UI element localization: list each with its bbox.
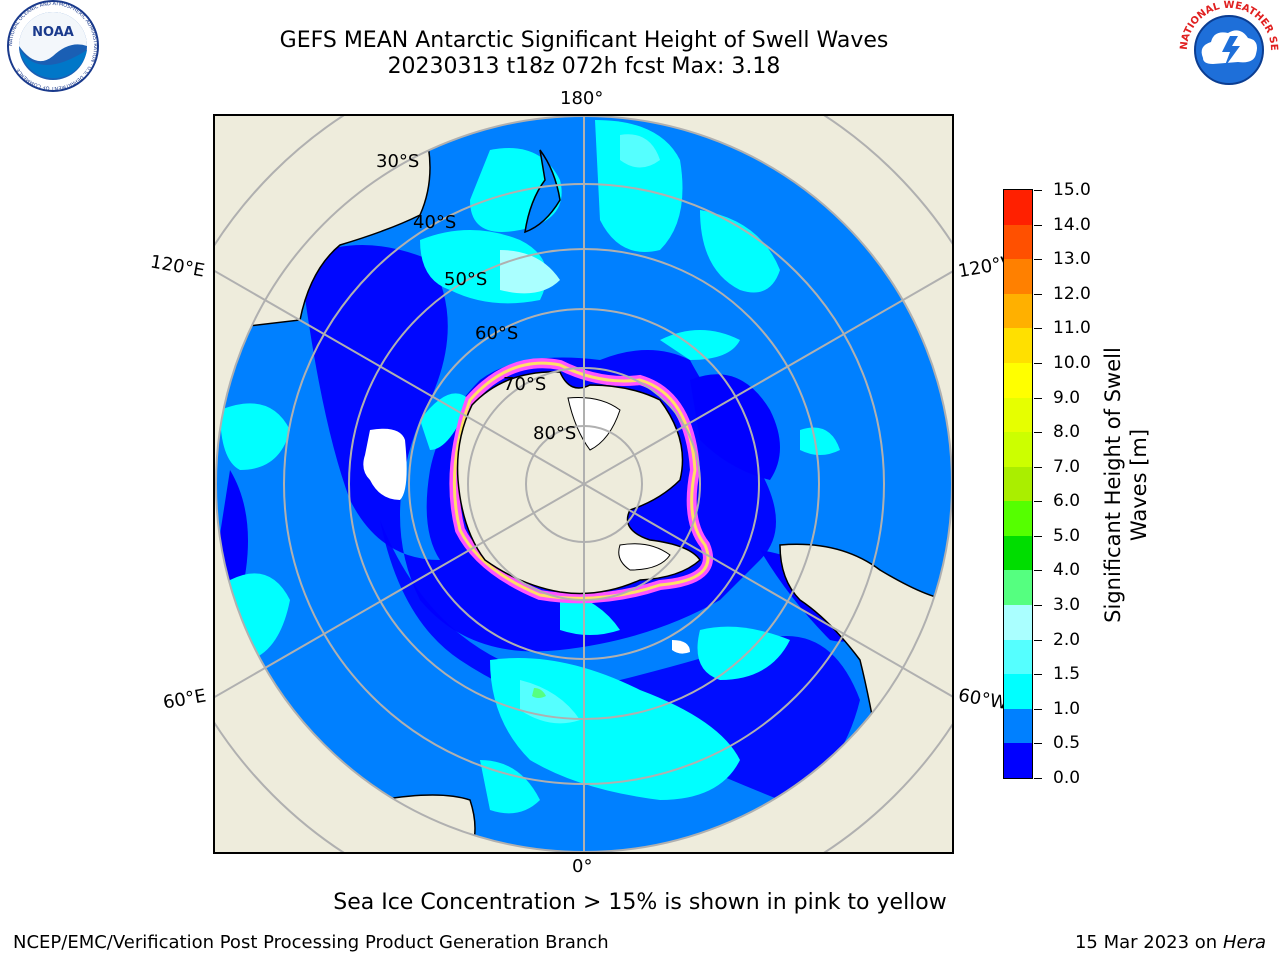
colorbar-tick	[1034, 224, 1042, 226]
sea-ice-note: Sea Ice Concentration > 15% is shown in …	[333, 890, 947, 915]
colorbar-segment	[1004, 639, 1032, 675]
lat-label-70s: 70°S	[503, 374, 547, 395]
forecast-info: 20230313 t18z 072h fcst Max: 3.18	[387, 54, 781, 79]
colorbar-tick-label: 10.0	[1053, 352, 1091, 373]
colorbar-tick-label: 9.0	[1053, 387, 1081, 408]
noaa-logo-icon: NOAA NATIONAL OCEANIC AND ATMOSPHERIC AD…	[7, 0, 99, 92]
colorbar-segment	[1004, 224, 1032, 260]
lat-label-50s: 50°S	[444, 269, 488, 290]
colorbar-segment	[1004, 604, 1032, 640]
colorbar	[1003, 189, 1033, 779]
lat-label-40s: 40°S	[413, 212, 457, 233]
colorbar-segment	[1004, 569, 1032, 606]
colorbar-tick-label: 14.0	[1053, 214, 1091, 235]
colorbar-tick	[1034, 501, 1042, 503]
map-frame	[213, 114, 954, 854]
footer-date-text: 15 Mar 2023 on	[1074, 932, 1218, 953]
colorbar-tick	[1034, 190, 1042, 191]
colorbar-tick	[1034, 293, 1042, 295]
colorbar-tick-label: 1.0	[1053, 698, 1081, 719]
colorbar-segment	[1004, 327, 1032, 363]
footer-credit: NCEP/EMC/Verification Post Processing Pr…	[13, 932, 609, 953]
colorbar-tick-label: 3.0	[1053, 595, 1081, 616]
antarctica	[456, 371, 701, 595]
lon-label-180: 180°	[560, 88, 604, 109]
colorbar-tick	[1034, 362, 1042, 364]
colorbar-tick-label: 1.5	[1053, 664, 1081, 685]
lat-label-80s: 80°S	[533, 423, 577, 444]
colorbar-tick	[1034, 708, 1042, 710]
colorbar-tick-label: 11.0	[1053, 318, 1091, 339]
colorbar-segment	[1004, 258, 1032, 294]
colorbar-tick-label: 2.0	[1053, 629, 1081, 650]
colorbar-tick	[1034, 535, 1042, 537]
colorbar-tick	[1034, 674, 1042, 676]
colorbar-segment	[1004, 466, 1032, 502]
colorbar-segment	[1004, 673, 1032, 709]
colorbar-tick	[1034, 639, 1042, 641]
colorbar-segment	[1004, 362, 1032, 398]
colorbar-tick-label: 12.0	[1053, 283, 1091, 304]
colorbar-tick-label: 4.0	[1053, 560, 1081, 581]
lat-label-60s: 60°S	[475, 323, 519, 344]
colorbar-segment	[1004, 397, 1032, 433]
colorbar-tick	[1034, 432, 1042, 434]
colorbar-segment	[1004, 189, 1032, 225]
lat-label-30s: 30°S	[376, 151, 420, 172]
footer-date: 15 Mar 2023 on Hera	[1075, 932, 1266, 953]
colorbar-tick	[1034, 328, 1042, 330]
chart-title: GEFS MEAN Antarctic Significant Height o…	[279, 28, 889, 53]
colorbar-tick-label: 5.0	[1053, 525, 1081, 546]
colorbar-tick	[1034, 259, 1042, 261]
svg-text:NOAA: NOAA	[32, 25, 74, 40]
footer-machine: Hera	[1222, 932, 1266, 953]
colorbar-segment	[1004, 500, 1032, 536]
lon-label-0: 0°	[572, 856, 593, 877]
colorbar-tick-label: 6.0	[1053, 491, 1081, 512]
colorbar-segment	[1004, 742, 1032, 778]
colorbar-segment	[1004, 293, 1032, 329]
colorbar-tick	[1034, 466, 1042, 468]
colorbar-tick	[1034, 397, 1042, 399]
colorbar-segment	[1004, 535, 1032, 571]
colorbar-tick	[1034, 743, 1042, 745]
colorbar-tick-label: 8.0	[1053, 422, 1081, 443]
colorbar-segment	[1004, 431, 1032, 467]
colorbar-tick-label: 15.0	[1053, 180, 1091, 200]
colorbar-title: Significant Height of Swell Waves [m]	[1101, 347, 1151, 623]
colorbar-tick-label: 13.0	[1053, 249, 1091, 270]
nws-logo-icon: NATIONAL WEATHER SERVICE	[1178, 0, 1279, 98]
colorbar-tick-label: 0.0	[1053, 768, 1081, 788]
colorbar-tick-label: 0.5	[1053, 733, 1081, 754]
colorbar-tick	[1034, 778, 1042, 779]
colorbar-tick	[1034, 570, 1042, 572]
colorbar-tick-label: 7.0	[1053, 456, 1081, 477]
colorbar-tick	[1034, 605, 1042, 607]
colorbar-segment	[1004, 708, 1032, 744]
